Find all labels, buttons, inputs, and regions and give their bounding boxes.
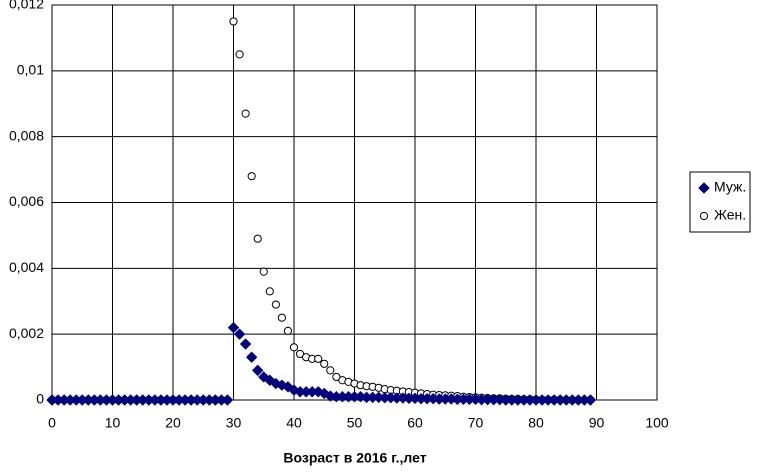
- x-axis-title: Возраст в 2016 г.,лет: [283, 450, 426, 466]
- point: [314, 354, 323, 363]
- point: [295, 349, 305, 359]
- point: [259, 267, 268, 276]
- point: [239, 338, 252, 350]
- point: [332, 372, 341, 382]
- x-tick-label: 20: [165, 415, 181, 431]
- legend-marker: [698, 182, 710, 194]
- point: [241, 109, 250, 118]
- point: [247, 172, 256, 181]
- x-tick-label: 40: [286, 415, 302, 431]
- point: [320, 359, 329, 368]
- point: [227, 321, 240, 334]
- x-tick-label: 30: [226, 415, 242, 431]
- legend-marker: [699, 211, 709, 221]
- y-tick-label: 0,008: [9, 127, 44, 143]
- x-tick-label: 10: [105, 415, 121, 431]
- x-tick-label: 100: [645, 415, 669, 431]
- point: [245, 351, 258, 363]
- point: [235, 50, 244, 59]
- point: [221, 394, 234, 406]
- point: [271, 300, 280, 309]
- point: [265, 287, 274, 296]
- point: [584, 394, 597, 406]
- point: [253, 234, 262, 243]
- point: [233, 328, 246, 340]
- x-tick-label: 70: [468, 415, 484, 431]
- legend-label: Муж.: [714, 179, 746, 195]
- point: [251, 364, 264, 377]
- y-tick-label: 0,01: [17, 62, 44, 78]
- point: [283, 326, 293, 335]
- legend-label: Жен.: [714, 207, 746, 223]
- point: [229, 17, 238, 26]
- x-tick-label: 0: [48, 415, 56, 431]
- y-tick-label: 0,006: [9, 193, 44, 209]
- point: [326, 366, 335, 375]
- y-tick-label: 0,004: [9, 259, 44, 275]
- x-tick-label: 50: [347, 415, 363, 431]
- x-tick-label: 80: [528, 415, 544, 431]
- x-tick-label: 60: [407, 415, 423, 431]
- y-tick-label: 0: [36, 391, 44, 407]
- y-tick-label: 0,002: [9, 325, 44, 341]
- point: [289, 343, 299, 352]
- y-tick-label: 0,012: [9, 0, 44, 12]
- point: [277, 313, 286, 322]
- x-tick-label: 90: [589, 415, 605, 431]
- legend-box: [689, 171, 751, 233]
